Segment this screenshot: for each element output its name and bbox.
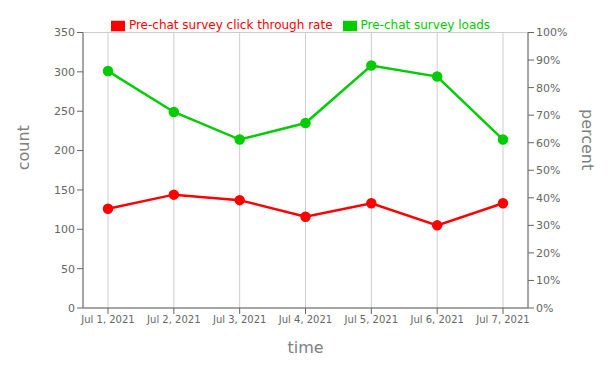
svg-text:150: 150: [54, 184, 75, 197]
svg-text:Jul 3, 2021: Jul 3, 2021: [212, 314, 266, 325]
html-text:Pre-chat survey click through: Pre-chat survey click through rate: [128, 18, 333, 32]
svg-text:100%: 100%: [536, 26, 567, 39]
svg-text:Jul 4, 2021: Jul 4, 2021: [278, 314, 332, 325]
svg-text:Jul 7, 2021: Jul 7, 2021: [475, 314, 529, 325]
svg-text:40%: 40%: [536, 192, 560, 205]
svg-text:time: time: [287, 338, 323, 357]
svg-text:30%: 30%: [536, 219, 560, 232]
svg-text:50: 50: [61, 263, 75, 276]
html-text:Pre-chat survey loads: Pre-chat survey loads: [360, 18, 491, 32]
svg-text:250: 250: [54, 105, 75, 118]
svg-text:350: 350: [54, 26, 75, 39]
svg-text:70%: 70%: [536, 109, 560, 122]
svg-text:count: count: [14, 125, 33, 170]
svg-text:90%: 90%: [536, 54, 560, 67]
svg-text:0%: 0%: [536, 302, 553, 315]
svg-text:Jul 5, 2021: Jul 5, 2021: [344, 314, 398, 325]
svg-text:Jul 1, 2021: Jul 1, 2021: [80, 314, 134, 325]
svg-text:60%: 60%: [536, 137, 560, 150]
svg-text:300: 300: [54, 66, 75, 79]
svg-text:0: 0: [68, 302, 75, 315]
svg-text:Jul 2, 2021: Jul 2, 2021: [146, 314, 200, 325]
svg-text:10%: 10%: [536, 274, 560, 287]
svg-text:200: 200: [54, 144, 75, 157]
svg-text:80%: 80%: [536, 82, 560, 95]
svg-text:20%: 20%: [536, 247, 560, 260]
svg-text:50%: 50%: [536, 164, 560, 177]
svg-text:percent: percent: [578, 109, 597, 170]
svg-text:100: 100: [54, 223, 75, 236]
svg-text:Jul 6, 2021: Jul 6, 2021: [409, 314, 463, 325]
